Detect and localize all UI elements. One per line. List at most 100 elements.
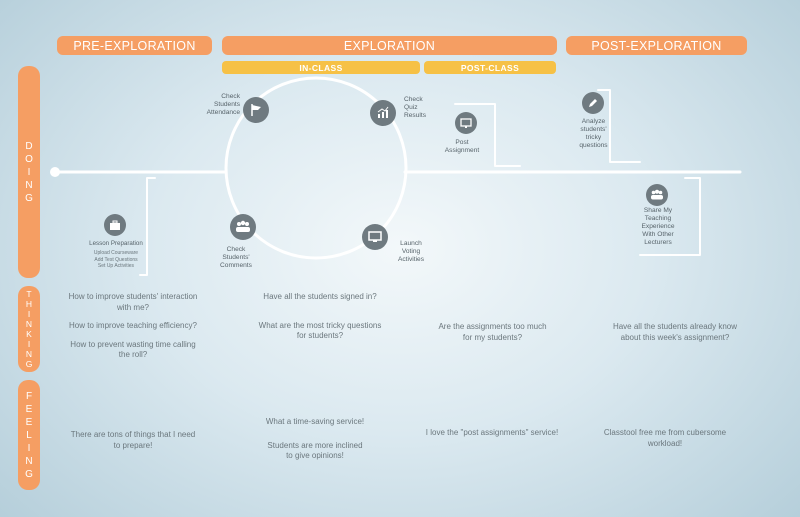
feeling-line: Classtool free me from cubersome (603, 428, 727, 437)
step-label-line: Check (221, 93, 240, 100)
step-lesson-preparation: Lesson Preparation Upload Courseware Add… (78, 240, 154, 270)
feeling-line: There are tons of things that I need (70, 430, 196, 439)
feeling-line: workload! (647, 438, 683, 448)
feeling-in-class: What a time-saving service! Students are… (225, 417, 405, 462)
briefcase-icon (104, 214, 126, 236)
row-doing-letter: G (25, 192, 33, 204)
step-label-line: Lecturers (644, 239, 672, 246)
row-thinking-letter: T (26, 289, 32, 299)
flag-icon (243, 97, 269, 123)
row-doing-letter: N (25, 179, 33, 191)
thought-line: Are the assignments too much (438, 322, 547, 331)
monitor-icon (455, 112, 477, 134)
row-label-doing: D O I N G (18, 66, 40, 278)
phase-post-exploration: POST-EXPLORATION (566, 36, 747, 55)
row-thinking-letter: H (25, 299, 33, 309)
phase-post-label: POST-EXPLORATION (591, 38, 722, 53)
step-label-line: questions (579, 142, 608, 149)
subphase-in-class: IN-CLASS (222, 61, 420, 74)
step-label-line: Experience (641, 223, 675, 230)
step-label-line: Attendance (206, 109, 240, 116)
step-label-line: tricky (585, 134, 602, 141)
step-label-line: Share My (643, 207, 673, 214)
step-detail-line: Add Test Questions (94, 256, 138, 263)
row-thinking-letter: K (26, 329, 32, 339)
thought-line: about this week's assignment? (620, 332, 730, 342)
thought-line: Have all the students signed in? (263, 292, 377, 301)
step-check-quiz: Check Quiz Results (404, 96, 444, 120)
presentation-screen-icon (362, 224, 388, 250)
step-label-line: Check (404, 96, 423, 103)
branch-post-assignment (454, 103, 521, 167)
subphase-in-class-label: IN-CLASS (299, 62, 343, 73)
step-label-line: Teaching (644, 215, 672, 222)
thinking-post: Have all the students already know about… (590, 322, 760, 343)
step-label-line: students' (580, 126, 607, 133)
step-label-line: Lesson Preparation (89, 240, 143, 247)
feeling-line: to give opinions! (286, 451, 344, 460)
timeline-start-dot (50, 167, 60, 177)
phase-exploration: EXPLORATION (222, 36, 557, 55)
step-label-line: Comments (220, 262, 252, 269)
step-label-line: Voting (401, 248, 421, 255)
row-thinking-letter: I (27, 309, 31, 319)
row-feeling-letter: E (25, 416, 33, 428)
subphase-post-class-label: POST-CLASS (460, 62, 520, 73)
subphase-post-class: POST-CLASS (424, 61, 556, 74)
branch-share (639, 177, 701, 256)
row-doing-letter: I (27, 166, 31, 178)
row-feeling-letter: L (26, 429, 32, 441)
step-check-comments: Check Students' Comments (208, 246, 264, 270)
step-label-line: Assignment (444, 147, 480, 154)
step-label-line: Activities (397, 256, 424, 263)
row-doing-letter: D (25, 140, 33, 152)
step-label-line: Students' (222, 254, 250, 261)
feeling-line: What a time-saving service! (265, 417, 365, 426)
row-thinking-letter: N (25, 319, 33, 329)
row-thinking-letter: N (25, 349, 33, 359)
step-label-line: Quiz (404, 104, 418, 111)
thought-line: How to improve teaching efficiency? (69, 321, 197, 330)
step-launch-voting: Launch Voting Activities (388, 240, 434, 264)
thought-line: for my students? (462, 332, 523, 342)
row-label-thinking: T H I N K I N G (18, 286, 40, 372)
step-label-line: Students (213, 101, 240, 108)
phase-pre-label: PRE-EXPLORATION (73, 38, 196, 53)
step-label-line: Post (455, 139, 469, 146)
row-doing-letter: O (25, 153, 33, 165)
step-post-assignment: Post Assignment (432, 139, 492, 155)
step-label-line: With Other (642, 231, 674, 238)
pencil-icon (582, 92, 604, 114)
row-feeling-letter: G (25, 468, 33, 480)
step-share-experience: Share My Teaching Experience With Other … (630, 207, 686, 247)
row-feeling-letter: F (25, 390, 33, 402)
phase-pre-exploration: PRE-EXPLORATION (57, 36, 212, 55)
in-class-loop (224, 76, 408, 260)
feeling-line: I love the "post assignments" service! (425, 428, 559, 437)
step-detail-line: Set Up Activities (97, 263, 135, 269)
row-label-feeling: F E E L I N G (18, 380, 40, 490)
feeling-post-class: I love the "post assignments" service! (412, 428, 572, 439)
thought-line: How to prevent wasting time calling (70, 339, 196, 349)
step-detail-line: Upload Courseware (93, 250, 139, 256)
feeling-pre: There are tons of things that I need to … (48, 430, 218, 451)
branch-lesson (139, 177, 156, 276)
thinking-post-class: Are the assignments too much for my stud… (420, 322, 565, 343)
thinking-in-class: Have all the students signed in? What ar… (230, 292, 410, 342)
step-check-attendance: Check Students Attendance (188, 93, 240, 117)
thought-line: How to improve students' interaction (68, 292, 198, 301)
chart-icon (370, 100, 396, 126)
feeling-line: to prepare! (113, 440, 153, 450)
thought-line: Have all the students already know (612, 322, 738, 331)
phase-exploration-label: EXPLORATION (343, 38, 436, 53)
thought-line: with me? (116, 302, 149, 312)
step-analyze-questions: Analyze students' tricky questions (566, 118, 621, 150)
students-group-icon (230, 214, 256, 240)
row-thinking-letter: I (27, 339, 31, 349)
branch-analyze (597, 89, 641, 163)
lecturers-group-icon (646, 184, 668, 206)
row-feeling-letter: E (25, 403, 33, 415)
thinking-pre: How to improve students' interaction wit… (48, 292, 218, 361)
thought-line: What are the most tricky questions (258, 320, 382, 330)
